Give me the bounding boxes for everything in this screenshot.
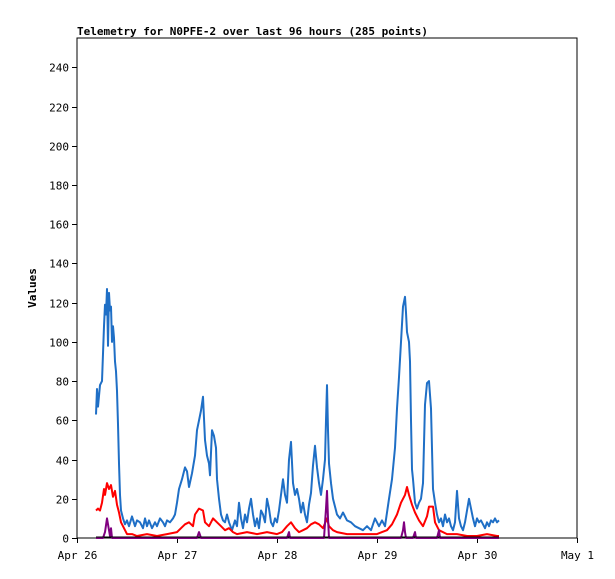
series-line-1 [95, 288, 500, 532]
x-tick-label: May 1 [561, 549, 594, 562]
x-tick-label: Apr 28 [258, 549, 298, 562]
y-tick-label: 240 [49, 62, 69, 75]
y-tick-label: 20 [56, 494, 69, 507]
y-axis-label: Values [26, 268, 39, 308]
plot-area [76, 37, 578, 539]
y-tick-label: 140 [49, 258, 69, 271]
series-line-3 [96, 489, 499, 539]
chart-title: Telemetry for N0PFE-2 over last 96 hours… [77, 25, 428, 38]
y-tick-label: 0 [62, 533, 69, 546]
y-tick-label: 40 [56, 455, 69, 468]
x-tick-label: Apr 29 [358, 549, 398, 562]
x-axis: Apr 26 Apr 27 Apr 28 Apr 29 Apr 30 May 1 [58, 538, 594, 562]
y-tick-label: 120 [49, 298, 69, 311]
y-axis: 0 20 40 60 80 100 120 140 160 180 200 220 240 [49, 62, 77, 546]
y-tick-label: 200 [49, 141, 69, 154]
x-tick-label: Apr 26 [58, 549, 98, 562]
series-line-2 [95, 482, 499, 537]
series-group [95, 288, 500, 539]
x-tick-label: Apr 27 [158, 549, 198, 562]
x-tick-label: Apr 30 [458, 549, 498, 562]
y-tick-label: 60 [56, 415, 69, 428]
y-tick-label: 180 [49, 180, 69, 193]
y-tick-label: 100 [49, 337, 69, 350]
y-tick-label: 160 [49, 219, 69, 232]
y-tick-label: 80 [56, 376, 69, 389]
y-tick-label: 220 [49, 102, 69, 115]
